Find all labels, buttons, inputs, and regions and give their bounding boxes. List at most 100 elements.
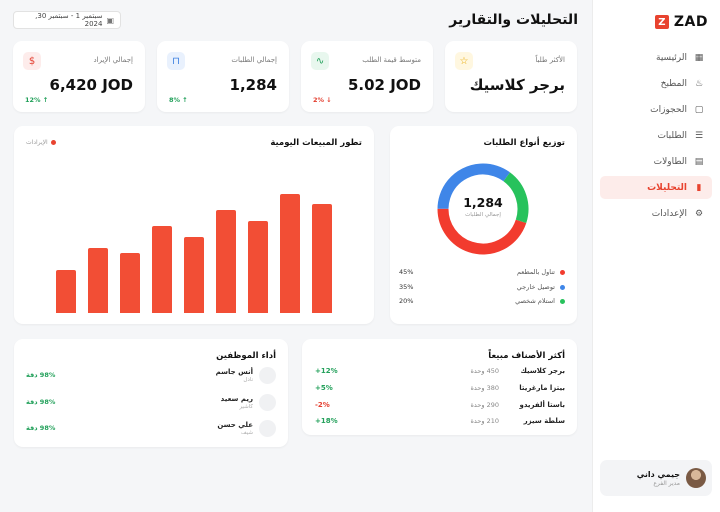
daily-sales-title: تطور المبيعات اليومية: [270, 138, 362, 148]
main-content: التحليلات والتقارير ▣ سبتمبر 1 - سبتمبر …: [13, 11, 578, 438]
kpi-value: 6,420 JOD: [49, 76, 133, 94]
item-units: 450 وحدة: [470, 367, 499, 375]
sidebar-item[interactable]: ▢ الحجوزات: [600, 98, 712, 121]
top-item-row: بيتزا مارغريتا 380 وحدة +5%: [315, 381, 565, 395]
top-items-title: أكثر الأصناف مبيعاً: [488, 351, 565, 361]
top-item-row: باستا ألفريدو 290 وحدة -2%: [315, 398, 565, 412]
chart-bar: [312, 204, 332, 313]
kpi-delta: 8% ↑: [169, 96, 188, 104]
sidebar-item-label: الحجوزات: [650, 104, 687, 115]
chart-bar: [280, 194, 300, 313]
top-item-row: برجر كلاسيك 450 وحدة +12%: [315, 364, 565, 378]
kpi-card: إجمالي الطلبات ⊓ 1,284 8% ↑: [157, 41, 289, 112]
item-name: سلطة سيزر: [523, 417, 565, 425]
item-change: -2%: [315, 401, 330, 409]
sidebar-item[interactable]: ☰ الطلبات: [600, 124, 712, 147]
user-card[interactable]: جيمي داني مدير الفرع: [600, 460, 712, 496]
sidebar-nav: ▦ الرئيسية ♨ المطبخ ▢ الحجوزات ☰ الطلبات ▤ الطاول…: [600, 46, 712, 228]
order-types-title: توزيع أنواع الطلبات: [483, 138, 565, 148]
date-range-text: سبتمبر 1 - سبتمبر 30, 2024: [35, 12, 103, 28]
item-name: باستا ألفريدو: [519, 401, 565, 409]
item-name: بيتزا مارغريتا: [519, 384, 565, 392]
kpi-label: إجمالي الإيراد: [93, 56, 133, 64]
sidebar: Z ZAD ▦ الرئيسية ♨ المطبخ ▢ الحجوزات ☰ الطلبات ▤…: [592, 0, 720, 512]
kpi-label: إجمالي الطلبات: [231, 56, 277, 64]
staff-accuracy: 98% دقة: [26, 398, 56, 406]
kpi-card: متوسط قيمة الطلب ∿ 5.02 JOD 2% ↓: [301, 41, 433, 112]
order-type-row: استلام شخصي 20%: [399, 295, 565, 307]
staff-info: علي حسن شيف: [183, 421, 253, 436]
legend-dot: [50, 140, 56, 145]
chart-bar: [248, 221, 268, 313]
order-type-percent: 35%: [399, 283, 414, 291]
brand-logo[interactable]: Z ZAD: [654, 14, 708, 30]
sidebar-item[interactable]: ▮ التحليلات: [600, 176, 712, 199]
sidebar-item[interactable]: ▦ الرئيسية: [600, 46, 712, 69]
avatar: [686, 468, 706, 488]
donut-slice: [437, 163, 529, 255]
chart-legend: الإيرادات: [26, 139, 56, 146]
sidebar-item-label: الطلبات: [657, 130, 687, 141]
kpi-delta: 2% ↓: [313, 96, 332, 104]
kpi-value: 1,284: [229, 76, 277, 94]
trend-icon: ∿: [311, 52, 329, 70]
donut-total: 1,284: [463, 195, 503, 210]
sidebar-item[interactable]: ▤ الطاولات: [600, 150, 712, 173]
staff-info: أنس جاسم نادل: [183, 368, 253, 383]
chart-bar: [184, 237, 204, 313]
avatar: [259, 366, 276, 384]
legend-dot: [560, 269, 565, 275]
sidebar-item[interactable]: ♨ المطبخ: [600, 72, 712, 95]
order-type-label: توصيل خارجي: [516, 283, 555, 291]
kpi-label: متوسط قيمة الطلب: [362, 56, 421, 64]
staff-info: ريم سعيد كاشير: [183, 395, 253, 410]
item-units: 380 وحدة: [470, 384, 499, 392]
staff-title: أداء الموظفين: [216, 351, 276, 361]
staff-role: نادل: [243, 376, 253, 383]
order-type-label-group: تناول بالمطعم: [517, 268, 565, 276]
order-types-card: توزيع أنواع الطلبات 1,284 إجمالي الطلبات…: [390, 126, 577, 324]
kpi-delta: 12% ↑: [25, 96, 49, 104]
donut-slice: [437, 163, 529, 255]
staff-row: علي حسن شيف 98% دقة: [26, 418, 276, 438]
staff-row: ريم سعيد كاشير 98% دقة: [26, 392, 276, 412]
gear-icon: ⚙: [694, 208, 704, 219]
date-range-picker[interactable]: ▣ سبتمبر 1 - سبتمبر 30, 2024: [13, 11, 121, 29]
staff-role: شيف: [241, 429, 253, 436]
chart-bar: [88, 248, 108, 313]
calendar-icon: ▢: [694, 104, 704, 115]
avatar: [259, 419, 276, 437]
chef-hat-icon: ♨: [694, 78, 704, 89]
bar-chart-icon: ▮: [696, 182, 702, 193]
kpi-label: الأكثر طلباً: [535, 56, 565, 64]
grid-icon: ▦: [694, 52, 704, 63]
bag-icon: ⊓: [167, 52, 185, 70]
sidebar-item-label: الرئيسية: [656, 52, 687, 63]
order-type-label: استلام شخصي: [515, 297, 555, 305]
dollar-icon: $: [23, 52, 41, 70]
daily-sales-card: تطور المبيعات اليومية الإيرادات: [14, 126, 374, 324]
legend-dot: [560, 284, 565, 290]
order-type-percent: 45%: [399, 268, 414, 276]
legend-label: الإيرادات: [26, 139, 48, 146]
item-units: 290 وحدة: [470, 401, 499, 409]
staff-name: علي حسن: [217, 420, 253, 429]
clipboard-icon: ☰: [694, 130, 704, 141]
sidebar-item[interactable]: ⚙ الإعدادات: [600, 202, 712, 225]
order-type-row: تناول بالمطعم 45%: [399, 266, 565, 278]
avatar: [259, 393, 276, 411]
item-change: +18%: [315, 417, 338, 425]
kpi-value: برجر كلاسيك: [469, 76, 565, 94]
sidebar-item-label: الإعدادات: [651, 208, 687, 219]
item-change: +5%: [315, 384, 333, 392]
page-title: التحليلات والتقارير: [449, 12, 578, 28]
top-item-row: سلطة سيزر 210 وحدة +18%: [315, 414, 565, 428]
staff-name: أنس جاسم: [215, 367, 253, 376]
table-icon: ▤: [694, 156, 704, 167]
staff-accuracy: 98% دقة: [26, 371, 56, 379]
chart-bar: [216, 210, 236, 313]
brand-mark: Z: [654, 15, 669, 29]
user-name: جيمي داني: [636, 469, 680, 479]
chart-bar: [152, 226, 172, 313]
staff-accuracy: 98% دقة: [26, 424, 56, 432]
